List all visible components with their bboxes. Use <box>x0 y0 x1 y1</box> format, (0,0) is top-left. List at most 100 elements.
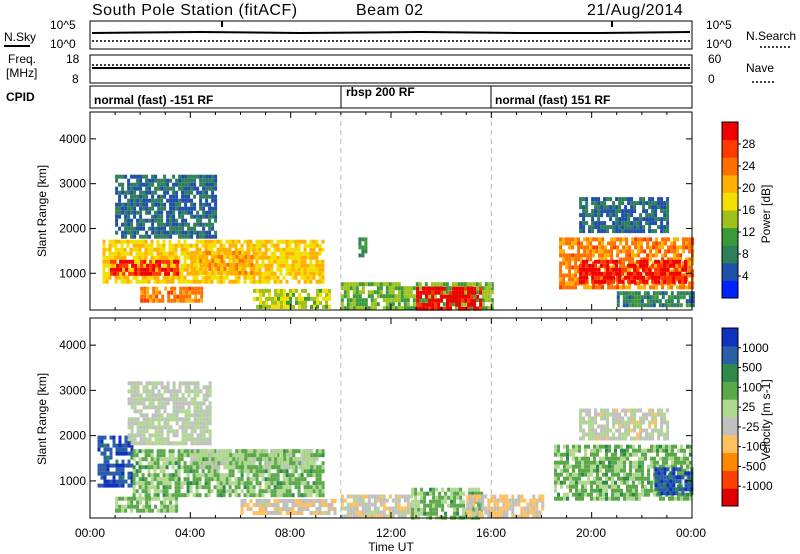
velocity-echo-region <box>340 494 413 519</box>
velocity-y-tick-label: 3000 <box>59 383 86 397</box>
velocity-y-tick-label: 2000 <box>59 429 86 443</box>
x-tick-label: 00:00 <box>676 526 706 540</box>
velocity-colorbar-swatch <box>722 399 738 418</box>
nsky-label: N.Sky <box>4 30 36 44</box>
power-echo-region <box>140 286 204 303</box>
velocity-echo-region <box>554 444 692 501</box>
velocity-colorbar-tick-label: 100 <box>742 380 762 394</box>
power-colorbar-swatch <box>722 174 738 193</box>
freq-panel: Freq. [MHz] 18 8 60 0 Nave <box>6 52 776 86</box>
cpid-label: CPID <box>6 90 35 104</box>
freq-tick-bottom: 8 <box>72 72 79 86</box>
velocity-echo-region <box>190 449 317 470</box>
power-colorbar-tick-label: 20 <box>742 181 756 195</box>
velocity-colorbar-swatch <box>722 470 738 489</box>
freq-unit: [MHz] <box>6 66 37 80</box>
beam-label: Beam 02 <box>356 2 424 19</box>
nsky-tick-left-top: 10^5 <box>50 18 76 32</box>
power-colorbar-tick-label: 28 <box>742 137 756 151</box>
x-tick-label: 20:00 <box>576 526 606 540</box>
nave-tick-bottom: 0 <box>708 72 715 86</box>
freq-label: Freq. <box>8 52 36 66</box>
power-colorbar-tick-label: 24 <box>742 159 756 173</box>
power-echo-region <box>416 286 483 311</box>
velocity-echo-region <box>97 435 134 488</box>
power-echo-region <box>115 174 218 239</box>
velocity-colorbar-swatch <box>722 328 738 347</box>
freq-frame <box>89 54 693 84</box>
x-tick-label: 04:00 <box>175 526 205 540</box>
cpid-segment-2: rbsp 200 RF <box>346 85 415 99</box>
velocity-colorbar-tick-label: -1000 <box>742 479 773 493</box>
velocity-colorbar-swatch <box>722 452 738 471</box>
nsky-tick-left-bottom: 10^0 <box>50 37 76 51</box>
station-title: South Pole Station (fitACF) <box>92 2 298 19</box>
power-echo-region <box>579 197 670 234</box>
velocity-y-axis-label: Slant Range [km] <box>35 373 49 465</box>
velocity-colorbar-tick-label: -25 <box>742 420 760 434</box>
velocity-colorbar-tick-label: -500 <box>742 459 766 473</box>
velocity-echo-region <box>127 381 212 446</box>
velocity-echo-region <box>579 408 670 441</box>
x-tick-label: 00:00 <box>75 526 105 540</box>
power-echo-region <box>253 288 331 309</box>
x-tick-label: 16:00 <box>476 526 506 540</box>
power-colorbar-tick-label: 4 <box>742 269 749 283</box>
nsearch-label: N.Search <box>746 29 796 43</box>
power-colorbar-swatch <box>722 122 738 141</box>
power-colorbar-label: Power [dB] <box>759 185 773 244</box>
cpid-panel: CPID normal (fast) -151 RF rbsp 200 RF n… <box>6 85 693 109</box>
nsky-tick-right-top: 10^5 <box>706 18 732 32</box>
cpid-segment-3: normal (fast) 151 RF <box>495 93 610 107</box>
nsky-frame <box>89 20 693 50</box>
velocity-y-tick-label: 4000 <box>59 338 86 352</box>
power-colorbar-tick-label: 12 <box>742 225 756 239</box>
power-colorbar-swatch <box>722 157 738 176</box>
power-echo-region <box>110 259 180 276</box>
velocity-colorbar-tick-label: 25 <box>742 400 756 414</box>
power-colorbar: 4 8 12 16 20 24 28 <box>721 121 756 299</box>
nsky-panel: N.Sky 10^5 10^0 10^5 10^0 N.Search <box>4 18 796 51</box>
date-label: 21/Aug/2014 <box>587 2 683 19</box>
power-y-tick-label: 3000 <box>59 177 86 191</box>
power-y-tick-label: 4000 <box>59 132 86 146</box>
power-colorbar-tick-label: 16 <box>742 203 756 217</box>
x-tick-label: 08:00 <box>275 526 305 540</box>
power-echo-region <box>358 237 368 258</box>
nave-label: Nave <box>746 61 774 75</box>
x-axis: 00:00 04:00 08:00 12:00 16:00 20:00 00:0… <box>75 526 706 554</box>
velocity-colorbar-tick-label: -100 <box>742 440 766 454</box>
velocity-colorbar-swatch <box>722 345 738 365</box>
velocity-colorbar-swatch <box>722 363 738 382</box>
velocity-colorbar-swatch <box>722 434 738 454</box>
power-colorbar-swatch <box>722 262 738 281</box>
nave-tick-top: 60 <box>708 52 722 66</box>
power-y-axis-label: Slant Range [km] <box>35 165 49 257</box>
velocity-colorbar-label: Velocity [m s-1] <box>759 379 773 460</box>
power-colorbar-swatch <box>722 227 738 246</box>
velocity-colorbar-frame <box>721 327 739 507</box>
nsky-line <box>91 30 691 35</box>
velocity-colorbar-tick-label: 1000 <box>742 341 769 355</box>
velocity-colorbar-swatch <box>722 488 738 507</box>
power-colorbar-swatch <box>722 280 738 299</box>
velocity-panel: 1000 2000 3000 4000 -1000 -500 -100 -25 25 100 500… <box>59 317 773 520</box>
power-echo-region <box>616 291 695 308</box>
velocity-colorbar-swatch <box>722 417 738 436</box>
power-echo-region <box>579 259 688 284</box>
velocity-echo-region <box>115 496 179 513</box>
freq-tick-top: 18 <box>66 52 80 66</box>
power-colorbar-swatch <box>722 192 738 211</box>
power-echo-region <box>190 250 254 275</box>
power-panel: 1000 2000 3000 4000 4 8 12 16 20 24 28 <box>59 111 756 311</box>
x-tick-label: 12:00 <box>376 526 406 540</box>
power-colorbar-tick-label: 8 <box>742 247 749 261</box>
power-y-tick-label: 2000 <box>59 221 86 235</box>
velocity-colorbar: -1000 -500 -100 -25 25 100 500 1000 <box>721 327 773 507</box>
power-colorbar-swatch <box>722 139 738 158</box>
cpid-frame <box>89 85 693 109</box>
power-colorbar-swatch <box>722 210 738 229</box>
velocity-y-tick-label: 1000 <box>59 474 86 488</box>
x-axis-label: Time UT <box>368 540 414 554</box>
